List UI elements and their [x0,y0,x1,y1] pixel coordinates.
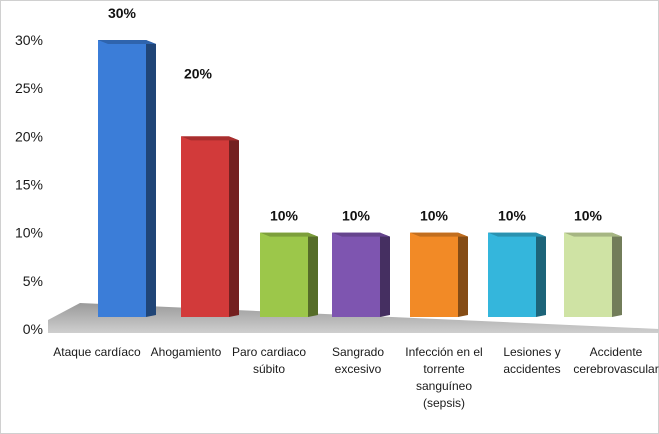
data-label: 10% [574,208,603,224]
category-label: Infección en el torrente sanguíneo (sepsis) [405,345,482,410]
bar-top [181,136,239,141]
bar [410,232,468,317]
bar-front [181,136,229,317]
data-label: 20% [184,65,213,81]
data-label: 10% [270,208,299,224]
category-label: Ahogamiento [151,345,222,359]
y-tick-label: 15% [15,177,43,193]
bar-front [564,232,612,317]
bar-front [410,232,458,317]
bar [332,232,390,317]
bar-top [564,232,622,237]
y-tick-label: 20% [15,128,43,144]
bars [98,40,622,317]
category-label: Lesiones y accidentes [503,345,560,376]
y-tick-label: 5% [23,273,43,289]
category-label: Ataque cardíaco [53,345,141,359]
bar-side [146,40,156,317]
data-label: 10% [420,208,449,224]
bar-front [488,232,536,317]
bar-front [332,232,380,317]
bar-side [458,232,468,317]
data-label: 30% [108,5,137,21]
bar-side [229,136,239,317]
data-label: 10% [498,208,527,224]
bar-top [260,232,318,237]
data-label: 10% [342,208,371,224]
bar-side [380,232,390,317]
data-labels: 30% 20% 10% 10% 10% 10% 10% [108,5,603,224]
bar-top [98,40,156,44]
bar-top [332,232,390,237]
y-tick-label: 0% [23,321,43,337]
bar [564,232,622,317]
bar [488,232,546,317]
category-label: Sangrado excesivo [332,345,384,376]
bar-front [260,232,308,317]
bar-front [98,40,146,317]
bar-side [612,232,622,317]
bar [98,40,156,317]
category-label: Accidente cerebrovascular [573,345,658,376]
bar-top [488,232,546,237]
bar [260,232,318,317]
bar-top [410,232,468,237]
y-tick-label: 25% [15,80,43,96]
bar [181,136,239,317]
bar-side [308,232,318,317]
x-axis: Ataque cardíaco Ahogamiento Paro cardiaco s… [53,345,658,410]
category-label: Paro cardiaco súbito [232,345,306,376]
y-tick-label: 10% [15,225,43,241]
y-tick-label: 30% [15,32,43,48]
y-axis: 0% 5% 10% 15% 20% 25% 30% [15,32,43,337]
bar-side [536,232,546,317]
